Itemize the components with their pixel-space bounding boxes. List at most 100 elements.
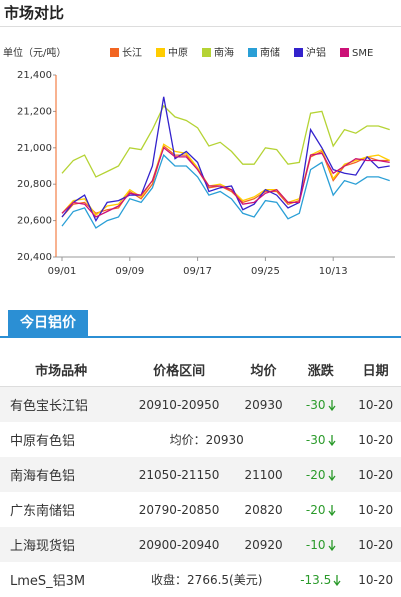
cell-text: -30	[305, 432, 326, 447]
cell-text: 收盘：2766.5(美元)	[151, 573, 263, 587]
legend-swatch	[202, 48, 211, 57]
price-table: 市场品种 价格区间 均价 涨跌 日期有色宝长江铝 20910-20950 20930 -30 1…	[0, 352, 401, 597]
cell-text: 20790-20850	[138, 502, 220, 517]
table-cell: 20910-20950	[122, 386, 236, 422]
column-header: 价格区间	[122, 352, 236, 387]
cell-text: 21100	[244, 467, 283, 482]
page-title: 市场对比	[4, 4, 65, 22]
cell-text: 10-20	[358, 572, 394, 587]
table-row: 广东南储铝 20790-20850 20820 -20 10-20	[0, 492, 401, 527]
down-arrow	[328, 400, 336, 412]
cell-text: 上海现货铝	[10, 539, 76, 554]
series-line	[61, 144, 390, 218]
column-header: 市场品种	[0, 352, 123, 387]
table-cell: -13.5	[291, 562, 350, 597]
cell-text: 10-20	[358, 432, 394, 447]
legend-label: 南海	[214, 46, 234, 59]
legend-label: 中原	[168, 46, 188, 59]
chart: 单位（元/吨） 20,400 20,600 20,800 21,000 21,200 21…	[3, 46, 395, 277]
table-cell: -20	[291, 492, 350, 527]
divider	[0, 26, 401, 27]
table-cell: -30	[291, 386, 351, 422]
table-cell: 均价：20930	[122, 422, 291, 457]
section-tab: 今日铝价	[8, 310, 88, 336]
down-arrow	[328, 540, 336, 552]
cell-text: 广东南储铝	[10, 504, 76, 519]
table-row: 上海现货铝 20900-20940 20920 -10 10-20	[0, 527, 401, 562]
table-cell: 20930	[235, 386, 292, 422]
legend-swatch	[156, 48, 165, 57]
series-line	[61, 143, 390, 217]
y-tick-label: 20,600	[17, 216, 52, 227]
y-tick-label: 20,800	[17, 179, 52, 190]
cell-text: 20820	[244, 502, 283, 517]
legend-label: 长江	[122, 47, 142, 59]
x-tick-label: 09/01	[48, 266, 77, 277]
cell-text: 20930	[244, 397, 283, 412]
legend-label: SME	[352, 48, 373, 59]
cell-text: 10-20	[358, 537, 394, 552]
table-cell: 20790-20850	[122, 492, 236, 527]
series-line	[61, 146, 390, 218]
down-arrow	[333, 575, 341, 587]
x-tick-label: 09/25	[251, 266, 280, 277]
table-cell: 有色宝长江铝	[0, 386, 123, 422]
table-row: 中原有色铝 均价：20930 -30 10-20	[0, 422, 401, 457]
table-cell: 10-20	[350, 422, 401, 457]
table-cell: 21050-21150	[122, 457, 236, 492]
table-cell: LmeS_铝3M	[0, 562, 122, 597]
legend-swatch	[248, 48, 257, 57]
cell-text: 10-20	[358, 467, 394, 482]
x-tick-label: 09/09	[115, 266, 144, 277]
table-cell: 上海现货铝	[0, 527, 123, 562]
cell-text: -20	[305, 502, 326, 517]
table-cell: 南海有色铝	[0, 457, 123, 492]
table-cell: 收盘：2766.5(美元)	[122, 562, 291, 597]
legend-label: 南储	[260, 46, 280, 59]
x-tick-label: 10/13	[319, 266, 348, 277]
table-cell: 20900-20940	[122, 527, 236, 562]
table-cell: 20920	[235, 527, 292, 562]
column-header: 日期	[350, 352, 401, 387]
table-cell: 10-20	[350, 562, 401, 597]
table-cell: -30	[291, 422, 350, 457]
table-cell: 20820	[236, 492, 291, 527]
cell-text: 20900-20940	[138, 537, 220, 552]
header-row: 市场品种 价格区间 均价 涨跌 日期	[0, 352, 401, 387]
table-cell: 10-20	[350, 457, 401, 492]
table-cell: 广东南储铝	[0, 492, 122, 527]
legend-label: 沪铝	[306, 46, 326, 59]
cell-text: 有色宝长江铝	[10, 399, 89, 414]
cell-text: 10-20	[358, 397, 394, 412]
column-header: 涨跌	[291, 352, 351, 387]
column-header: 均价	[235, 352, 292, 387]
cell-text: -13.5	[300, 572, 332, 587]
y-tick-label: 21,000	[17, 143, 52, 154]
cell-text: 21050-21150	[138, 467, 220, 482]
cell-text: -20	[305, 467, 326, 482]
y-tick-label: 20,400	[17, 252, 52, 263]
legend-swatch	[110, 48, 119, 57]
table-row: 南海有色铝 21050-21150 21100 -20 10-20	[0, 457, 401, 492]
cell-text: -10	[305, 537, 326, 552]
table-row: LmeS_铝3M 收盘：2766.5(美元) -13.5 10-20	[0, 562, 401, 597]
y-tick-label: 21,400	[17, 70, 52, 81]
down-arrow	[328, 505, 336, 517]
table-cell: -20	[291, 457, 351, 492]
table-cell: -10	[291, 527, 351, 562]
legend-swatch	[294, 48, 303, 57]
table-cell: 10-20	[350, 492, 401, 527]
cell-text: -30	[305, 397, 326, 412]
cell-text: 10-20	[358, 502, 394, 517]
cell-text: 20910-20950	[138, 397, 220, 412]
table-cell: 10-20	[350, 386, 401, 422]
down-arrow	[328, 435, 336, 447]
table-cell: 10-20	[350, 527, 401, 562]
y-tick-label: 21,200	[17, 106, 52, 117]
x-tick-label: 09/17	[183, 266, 212, 277]
cell-text: LmeS_铝3M	[10, 574, 86, 589]
table-cell: 中原有色铝	[0, 422, 122, 457]
series-line	[61, 104, 390, 178]
cell-text: 20920	[244, 537, 283, 552]
